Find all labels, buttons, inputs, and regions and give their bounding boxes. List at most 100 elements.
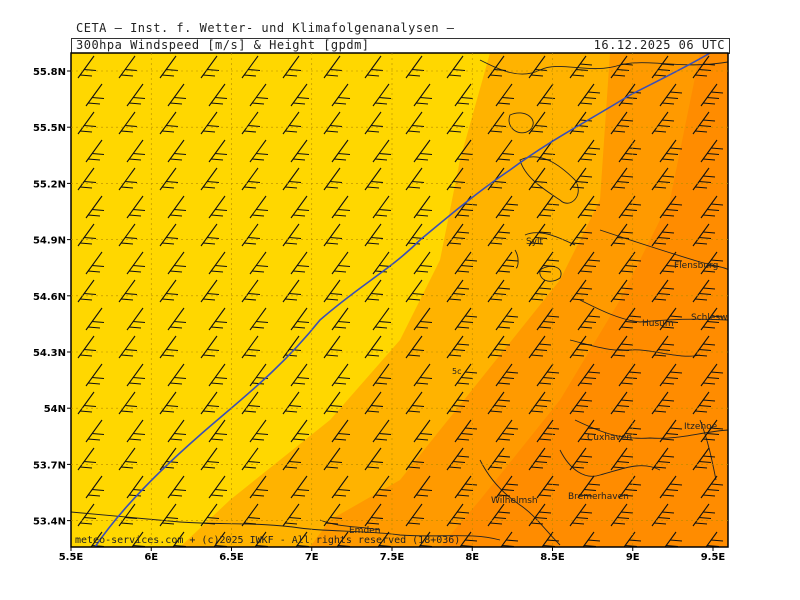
wind-barb	[85, 195, 105, 219]
wind-barb	[413, 363, 433, 387]
x-tick-label: 9E	[626, 552, 640, 563]
wind-barb	[487, 447, 511, 471]
x-tick-label: 9.5E	[701, 552, 726, 563]
x-tick-label: 6E	[144, 552, 158, 563]
wind-barb	[413, 419, 433, 443]
wind-barb	[290, 195, 310, 219]
city-label: Schleswig	[691, 313, 736, 323]
wind-barb	[77, 335, 97, 359]
wind-barb	[331, 307, 351, 331]
wind-barb	[323, 167, 343, 191]
wind-barb	[659, 363, 683, 387]
wind-barb	[249, 419, 269, 443]
wind-barb	[659, 83, 683, 107]
wind-barb	[405, 447, 425, 471]
coastline	[71, 59, 728, 546]
wind-barb	[618, 475, 642, 499]
wind-barb	[610, 447, 634, 471]
wind-barb	[405, 503, 425, 527]
lat-lon-grid	[71, 53, 728, 547]
wind-barb	[569, 391, 593, 415]
wind-barb	[610, 55, 634, 79]
wind-barb	[323, 279, 343, 303]
wind-barb	[536, 195, 560, 219]
city-label: Bremerhaven	[568, 492, 629, 502]
x-tick-label: 5.5E	[59, 552, 84, 563]
wind-barb	[405, 279, 425, 303]
wind-barb	[495, 195, 519, 219]
wind-barb	[77, 167, 97, 191]
wind-barb	[618, 251, 642, 275]
x-tick-label: 8.5E	[540, 552, 565, 563]
wind-barb	[413, 251, 433, 275]
wind-barb	[569, 223, 593, 247]
wind-barb	[290, 419, 310, 443]
wind-barb	[659, 419, 683, 443]
wind-barb	[618, 83, 642, 107]
wind-barb	[582, 531, 601, 547]
wind-barb	[249, 475, 269, 499]
wind-barb	[405, 391, 425, 415]
wind-barb	[536, 83, 556, 107]
wind-barb	[167, 419, 187, 443]
wind-barb	[290, 251, 310, 275]
wind-barb	[290, 83, 310, 107]
wind-barb	[495, 475, 519, 499]
wind-barb	[126, 419, 146, 443]
y-tick-label: 54.6N	[33, 292, 66, 303]
wind-barb	[323, 447, 343, 471]
wind-barb	[126, 363, 146, 387]
wind-barb	[577, 419, 601, 443]
wind-barb	[618, 307, 642, 331]
wind-barb	[167, 475, 187, 499]
wind-barb	[85, 419, 105, 443]
wind-barb	[208, 419, 228, 443]
wind-barb	[372, 139, 392, 163]
wind-barb	[692, 503, 716, 527]
wind-barb	[331, 363, 351, 387]
wind-barb	[569, 335, 593, 359]
wind-barb	[528, 223, 552, 247]
wind-barb	[167, 139, 187, 163]
wind-barb	[610, 503, 634, 527]
wind-barb	[323, 55, 343, 79]
copyright-notice: meteo-services.com + (c)2025 IWKF - All …	[75, 535, 460, 546]
wind-barb	[413, 307, 433, 331]
wind-barb	[459, 531, 478, 547]
wind-barb	[118, 447, 138, 471]
wind-barb	[700, 307, 724, 331]
wind-barb	[126, 83, 146, 107]
wind-barb	[618, 195, 642, 219]
wind-barb	[405, 55, 425, 79]
wind-barb	[323, 111, 343, 135]
wind-barb	[372, 363, 392, 387]
y-tick-label: 55.2N	[33, 179, 66, 190]
wind-barb	[208, 307, 228, 331]
wind-barb	[541, 531, 560, 547]
wind-barb	[241, 55, 261, 79]
wind-barb	[208, 195, 228, 219]
wind-barb	[331, 419, 351, 443]
wind-barb	[700, 419, 724, 443]
wind-barb	[77, 503, 97, 527]
wind-barb	[167, 363, 187, 387]
wind-barb	[241, 279, 261, 303]
wind-barb	[536, 475, 560, 499]
wind-barb	[118, 55, 138, 79]
wind-barb	[495, 307, 519, 331]
wind-barb	[364, 335, 384, 359]
wind-barb	[577, 195, 601, 219]
wind-barb	[454, 195, 478, 219]
city-labels: Flensburg Schleswig Husum Sylt Cuxhaven Itzeh…	[349, 237, 736, 536]
wind-barb	[241, 223, 261, 247]
chart-title: CETA — Inst. f. Wetter- und Klimafolgena…	[76, 21, 455, 35]
wind-barb	[528, 279, 552, 303]
wind-barb	[569, 111, 593, 135]
wind-barb	[651, 503, 675, 527]
wind-barb	[364, 391, 384, 415]
wind-barb	[126, 195, 146, 219]
wind-barb	[651, 167, 675, 191]
wind-barb	[290, 139, 310, 163]
y-tick-label: 54.3N	[33, 348, 66, 359]
